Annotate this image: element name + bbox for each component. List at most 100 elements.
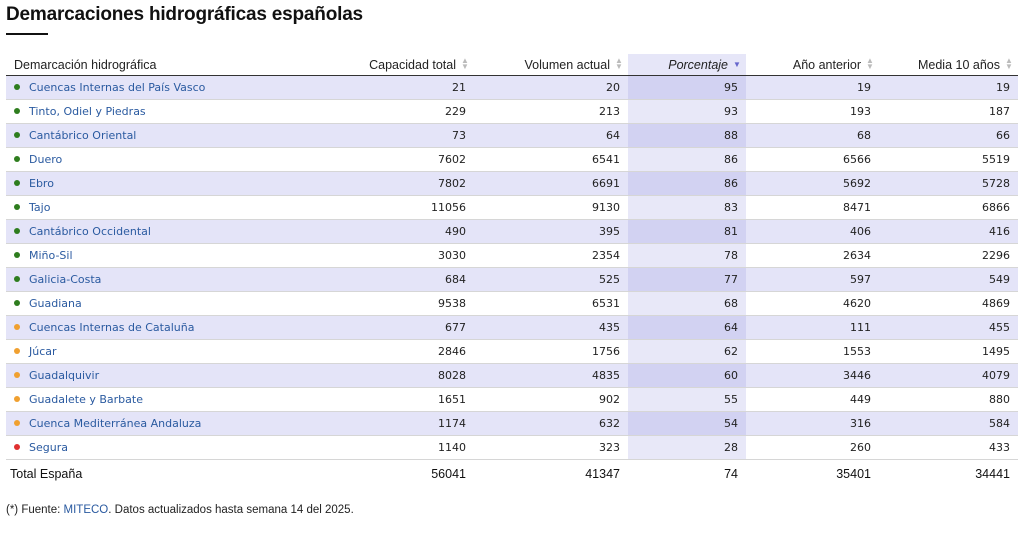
total-capacidad: 56041 (326, 459, 474, 488)
footnote-prefix: (*) Fuente: (6, 504, 64, 516)
cell-demarcacion[interactable]: Ebro (6, 171, 326, 196)
cell-capacidad: 1174 (326, 411, 474, 436)
cell-demarcacion[interactable]: Segura (6, 435, 326, 460)
cell-demarcacion[interactable]: Cantábrico Oriental (6, 123, 326, 148)
cell-media: 433 (879, 435, 1018, 460)
cell-capacidad: 73 (326, 123, 474, 148)
header-media[interactable]: Media 10 años ▲ ▼ (879, 54, 1018, 76)
demarcacion-name: Cantábrico Occidental (29, 225, 151, 238)
miteco-link[interactable]: MITECO (63, 504, 109, 516)
cell-media: 4869 (879, 291, 1018, 316)
header-demarcacion[interactable]: Demarcación hidrográfica (6, 54, 326, 76)
status-dot-icon (14, 372, 20, 378)
total-row: Total España 56041 41347 74 35401 34441 (6, 459, 1018, 488)
demarcacion-name: Guadiana (29, 297, 82, 310)
cell-porcentaje: 28 (628, 435, 746, 460)
cell-volumen: 902 (474, 387, 628, 412)
demarcacion-name: Cuenca Mediterránea Andaluza (29, 417, 202, 430)
demarcacion-name: Guadalquivir (29, 369, 100, 382)
cell-media: 549 (879, 267, 1018, 292)
table-row: Duero 7602 6541 86 6566 5519 (6, 147, 1018, 172)
cell-porcentaje: 54 (628, 411, 746, 436)
cell-capacidad: 11056 (326, 195, 474, 220)
table-row: Galicia-Costa 684 525 77 597 549 (6, 267, 1018, 292)
cell-porcentaje: 77 (628, 267, 746, 292)
cell-demarcacion[interactable]: Duero (6, 147, 326, 172)
status-dot-icon (14, 180, 20, 186)
sort-both-icon: ▲ ▼ (615, 56, 623, 71)
header-label: Volumen actual (524, 57, 610, 72)
demarcacion-name: Cantábrico Oriental (29, 129, 137, 142)
demarcacion-name: Cuencas Internas del País Vasco (29, 81, 206, 94)
status-dot-icon (14, 204, 20, 210)
demarcacion-name: Ebro (29, 177, 54, 190)
cell-porcentaje: 62 (628, 339, 746, 364)
cell-demarcacion[interactable]: Júcar (6, 339, 326, 364)
cell-demarcacion[interactable]: Cantábrico Occidental (6, 219, 326, 244)
cell-demarcacion[interactable]: Tinto, Odiel y Piedras (6, 99, 326, 124)
cell-media: 5728 (879, 171, 1018, 196)
demarcacion-name: Miño-Sil (29, 249, 73, 262)
table-row: Guadalquivir 8028 4835 60 3446 4079 (6, 363, 1018, 388)
cell-media: 2296 (879, 243, 1018, 268)
cell-anterior: 260 (746, 435, 879, 460)
cell-volumen: 525 (474, 267, 628, 292)
header-label: Capacidad total (369, 57, 456, 72)
cell-demarcacion[interactable]: Guadalquivir (6, 363, 326, 388)
demarcacion-name: Galicia-Costa (29, 273, 102, 286)
demarcacion-name: Tinto, Odiel y Piedras (29, 105, 146, 118)
status-dot-icon (14, 108, 20, 114)
table-row: Cuencas Internas del País Vasco 21 20 95 19 1… (6, 75, 1018, 100)
cell-volumen: 632 (474, 411, 628, 436)
demarcacion-name: Cuencas Internas de Cataluña (29, 321, 195, 334)
cell-demarcacion[interactable]: Guadalete y Barbate (6, 387, 326, 412)
demarcacion-name: Segura (29, 441, 68, 454)
header-volumen[interactable]: Volumen actual ▲ ▼ (474, 54, 628, 76)
cell-volumen: 323 (474, 435, 628, 460)
cell-demarcacion[interactable]: Guadiana (6, 291, 326, 316)
total-volumen: 41347 (474, 459, 628, 488)
status-dot-icon (14, 324, 20, 330)
sort-both-icon: ▲ ▼ (461, 56, 469, 71)
cell-anterior: 8471 (746, 195, 879, 220)
cell-anterior: 193 (746, 99, 879, 124)
header-porcentaje[interactable]: Porcentaje ▼ (628, 54, 746, 76)
cell-porcentaje: 81 (628, 219, 746, 244)
cell-anterior: 1553 (746, 339, 879, 364)
cell-demarcacion[interactable]: Galicia-Costa (6, 267, 326, 292)
cell-demarcacion[interactable]: Tajo (6, 195, 326, 220)
cell-demarcacion[interactable]: Miño-Sil (6, 243, 326, 268)
cell-porcentaje: 86 (628, 147, 746, 172)
header-ano-anterior[interactable]: Año anterior ▲ ▼ (746, 54, 879, 76)
demarcacion-name: Guadalete y Barbate (29, 393, 143, 406)
cell-capacidad: 7602 (326, 147, 474, 172)
cell-capacidad: 7802 (326, 171, 474, 196)
status-dot-icon (14, 252, 20, 258)
table-row: Ebro 7802 6691 86 5692 5728 (6, 171, 1018, 196)
cell-media: 66 (879, 123, 1018, 148)
cell-porcentaje: 55 (628, 387, 746, 412)
cell-media: 1495 (879, 339, 1018, 364)
header-capacidad[interactable]: Capacidad total ▲ ▼ (326, 54, 474, 76)
cell-capacidad: 1140 (326, 435, 474, 460)
status-dot-icon (14, 420, 20, 426)
table-row: Tajo 11056 9130 83 8471 6866 (6, 195, 1018, 220)
cell-volumen: 395 (474, 219, 628, 244)
cell-capacidad: 8028 (326, 363, 474, 388)
cell-demarcacion[interactable]: Cuencas Internas del País Vasco (6, 75, 326, 100)
footnote: (*) Fuente: MITECO. Datos actualizados h… (6, 504, 354, 516)
total-media: 34441 (879, 459, 1018, 488)
cell-volumen: 64 (474, 123, 628, 148)
status-dot-icon (14, 228, 20, 234)
table-row: Cuenca Mediterránea Andaluza 1174 632 54 316… (6, 411, 1018, 436)
cell-anterior: 111 (746, 315, 879, 340)
page-title: Demarcaciones hidrográficas españolas (6, 4, 363, 25)
header-label: Año anterior (792, 57, 861, 72)
demarcacion-name: Tajo (29, 201, 51, 214)
status-dot-icon (14, 276, 20, 282)
cell-demarcacion[interactable]: Cuencas Internas de Cataluña (6, 315, 326, 340)
demarcacion-name: Júcar (29, 345, 57, 358)
cell-porcentaje: 68 (628, 291, 746, 316)
cell-demarcacion[interactable]: Cuenca Mediterránea Andaluza (6, 411, 326, 436)
cell-anterior: 6566 (746, 147, 879, 172)
